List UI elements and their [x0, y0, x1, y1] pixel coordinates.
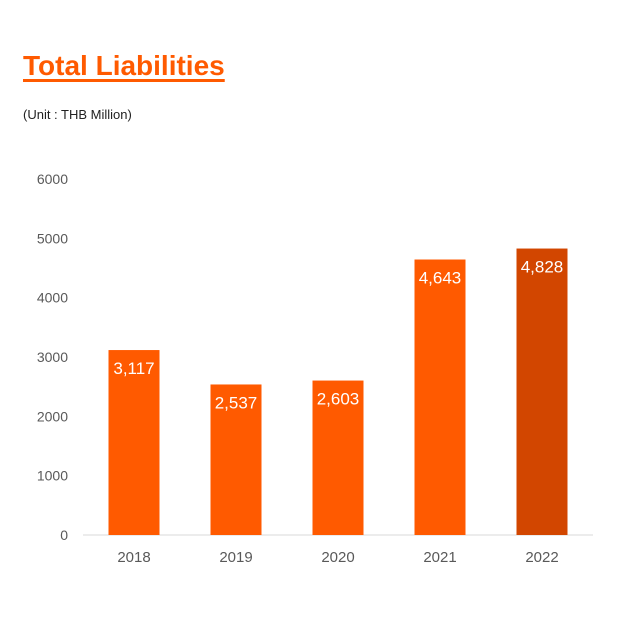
- chart-title: Total Liabilities: [23, 50, 225, 81]
- x-tick-label: 2021: [423, 549, 456, 566]
- x-tick-label: 2019: [219, 549, 252, 566]
- y-tick-label: 6000: [37, 171, 68, 187]
- x-tick-label: 2020: [321, 549, 354, 566]
- x-tick-label: 2022: [525, 549, 558, 566]
- x-tick-label: 2018: [117, 549, 150, 566]
- y-tick-label: 2000: [37, 408, 68, 424]
- data-label: 2,603: [317, 390, 360, 409]
- unit-label: (Unit : THB Million): [23, 107, 132, 122]
- bar-2022: [516, 248, 568, 535]
- data-label: 2,537: [215, 393, 258, 412]
- y-tick-label: 1000: [37, 468, 68, 484]
- data-label: 4,828: [521, 258, 564, 277]
- bar-2018: [108, 350, 160, 535]
- bar-2019: [210, 384, 262, 535]
- data-label: 4,643: [419, 269, 462, 288]
- y-tick-label: 3000: [37, 349, 68, 365]
- y-tick-label: 5000: [37, 230, 68, 246]
- y-tick-label: 4000: [37, 290, 68, 306]
- bar-2021: [414, 259, 466, 535]
- data-label: 3,117: [113, 359, 154, 378]
- bar-2020: [312, 380, 364, 535]
- y-tick-label: 0: [60, 527, 68, 543]
